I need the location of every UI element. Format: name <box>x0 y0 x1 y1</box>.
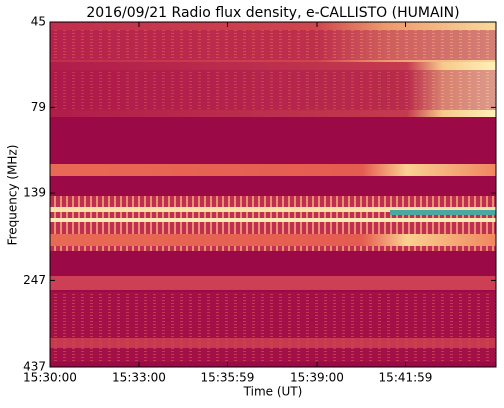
x-tick-label: 15:41:59 <box>379 371 433 385</box>
y-tick-label: 247 <box>23 273 46 287</box>
y-tick-label: 139 <box>23 186 46 200</box>
chart-title: 2016/09/21 Radio flux density, e-CALLIST… <box>86 5 459 21</box>
x-axis-label: Time (UT) <box>243 385 303 399</box>
y-tick-label: 45 <box>31 15 46 29</box>
x-tick-label: 15:35:59 <box>201 371 255 385</box>
y-axis-label: Frequency (MHz) <box>6 145 20 246</box>
x-tick-label: 15:33:00 <box>112 371 166 385</box>
x-tick-label: 15:30:00 <box>23 371 77 385</box>
y-tick-label: 437 <box>23 360 46 374</box>
spectrogram-image <box>50 22 496 367</box>
y-tick-label: 79 <box>31 100 46 114</box>
plot-frame <box>49 21 497 368</box>
x-tick-label: 15:39:00 <box>290 371 344 385</box>
